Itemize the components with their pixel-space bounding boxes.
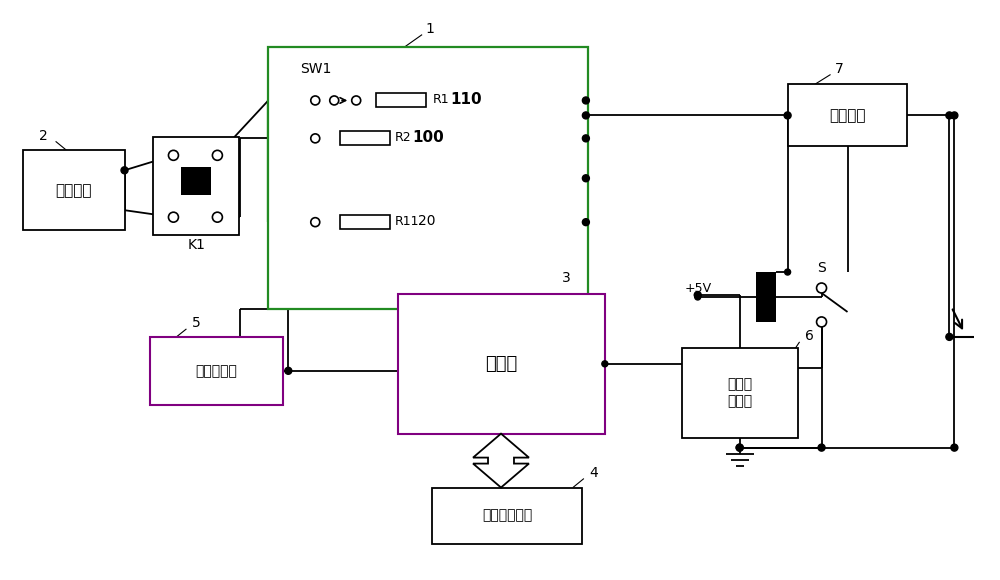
Circle shape (817, 317, 827, 327)
Bar (150, 337, 283, 405)
Text: 100: 100 (412, 130, 444, 145)
Text: 单片机: 单片机 (485, 355, 517, 373)
Text: 标定微
调电路: 标定微 调电路 (727, 378, 752, 408)
Bar (23, 150, 125, 230)
Circle shape (582, 112, 589, 119)
Bar (788, 85, 907, 146)
Circle shape (951, 112, 958, 119)
Circle shape (311, 96, 320, 105)
Text: +5V: +5V (684, 281, 711, 295)
Bar (181, 167, 211, 195)
Text: 电控变阻器: 电控变阻器 (195, 364, 237, 378)
Text: R1: R1 (433, 93, 450, 106)
Circle shape (330, 96, 339, 105)
Text: 3: 3 (562, 271, 570, 285)
Circle shape (582, 175, 589, 182)
Circle shape (818, 444, 825, 451)
Circle shape (212, 150, 222, 160)
Circle shape (736, 444, 743, 451)
Circle shape (695, 294, 701, 300)
Text: 标定电源: 标定电源 (55, 183, 92, 198)
Circle shape (946, 334, 953, 340)
Text: 20: 20 (418, 214, 436, 228)
Text: 5: 5 (192, 316, 201, 330)
Circle shape (121, 167, 128, 174)
Circle shape (582, 97, 589, 104)
Bar (432, 488, 582, 545)
Text: S: S (817, 261, 826, 275)
Circle shape (582, 219, 589, 226)
Circle shape (168, 212, 178, 222)
Circle shape (311, 134, 320, 143)
Bar (376, 93, 426, 107)
Circle shape (785, 269, 791, 275)
Text: 人机交互装置: 人机交互装置 (482, 509, 532, 523)
Circle shape (212, 212, 222, 222)
Circle shape (817, 283, 827, 293)
Bar (340, 132, 390, 146)
Circle shape (602, 361, 608, 367)
Text: 采样电路: 采样电路 (829, 108, 866, 123)
Polygon shape (473, 434, 529, 488)
Circle shape (168, 150, 178, 160)
Text: 6: 6 (805, 329, 814, 343)
Circle shape (946, 112, 953, 119)
Text: SW1: SW1 (300, 61, 332, 75)
Circle shape (582, 135, 589, 142)
Text: 1: 1 (426, 21, 435, 35)
Text: 2: 2 (39, 129, 48, 143)
Bar (682, 348, 798, 438)
Circle shape (694, 292, 701, 299)
Text: R11: R11 (395, 215, 420, 228)
Circle shape (352, 96, 361, 105)
Text: R2: R2 (395, 131, 412, 144)
Circle shape (736, 444, 743, 451)
Text: 7: 7 (835, 61, 844, 75)
Text: K1: K1 (187, 238, 205, 252)
Bar (153, 137, 239, 235)
Bar (268, 46, 588, 309)
Circle shape (951, 444, 958, 451)
Text: 4: 4 (589, 466, 598, 480)
Bar (398, 294, 605, 434)
Text: 110: 110 (450, 92, 482, 107)
Circle shape (285, 367, 292, 374)
Circle shape (311, 218, 320, 227)
Bar (340, 215, 390, 229)
Circle shape (784, 112, 791, 119)
Bar (756, 272, 776, 322)
